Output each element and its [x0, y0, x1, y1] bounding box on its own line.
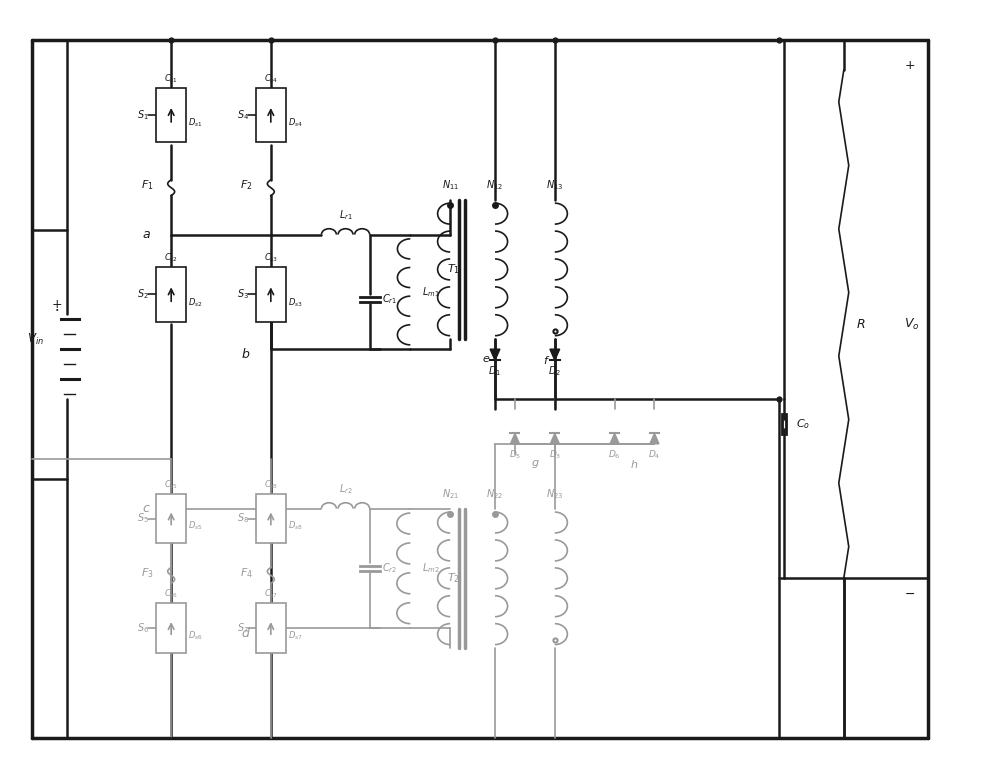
Text: $N_{13}$: $N_{13}$ [546, 178, 564, 192]
Text: $+$: $+$ [904, 58, 915, 72]
Text: $S_7$: $S_7$ [237, 621, 249, 635]
Text: $N_{12}$: $N_{12}$ [486, 178, 504, 192]
Text: $S_8$: $S_8$ [237, 512, 249, 526]
Text: $F_3$: $F_3$ [141, 566, 153, 580]
Text: $T_1$: $T_1$ [447, 263, 460, 277]
Text: $N_{23}$: $N_{23}$ [546, 487, 564, 501]
Text: $C_{s4}$: $C_{s4}$ [264, 72, 278, 85]
Text: $N_{21}$: $N_{21}$ [442, 487, 459, 501]
Polygon shape [510, 433, 519, 444]
Text: $S_4$: $S_4$ [237, 108, 249, 122]
Text: $C_{s1}$: $C_{s1}$ [164, 72, 178, 85]
Polygon shape [610, 433, 619, 444]
Text: $D_{s3}$: $D_{s3}$ [288, 296, 303, 308]
Text: $D_2$: $D_2$ [548, 364, 561, 378]
Text: $D_{s4}$: $D_{s4}$ [288, 117, 303, 129]
Text: $S_5$: $S_5$ [137, 512, 149, 526]
Text: $L_{m1}$: $L_{m1}$ [422, 285, 440, 299]
Polygon shape [650, 433, 659, 444]
Text: $D_{s7}$: $D_{s7}$ [288, 629, 303, 642]
Text: $F_1$: $F_1$ [141, 178, 153, 192]
Text: $V_o$: $V_o$ [904, 317, 919, 332]
Text: $D_{s6}$: $D_{s6}$ [188, 629, 203, 642]
Polygon shape [550, 349, 560, 361]
Text: $e$: $e$ [482, 354, 490, 364]
Text: $L_{m2}$: $L_{m2}$ [422, 562, 440, 575]
Text: $D_4$: $D_4$ [648, 449, 661, 461]
Bar [156, 267, 186, 322]
Text: $S_1$: $S_1$ [137, 108, 149, 122]
Text: $D_5$: $D_5$ [509, 449, 521, 461]
Text: $\bullet$: $\bullet$ [54, 306, 59, 312]
Text: $R$: $R$ [856, 318, 865, 331]
Text: $C_{r1}$: $C_{r1}$ [382, 292, 398, 306]
Bar [256, 267, 286, 322]
Bar [156, 494, 186, 544]
Text: $V_{in}$: $V_{in}$ [27, 332, 44, 347]
Text: $C_{s5}$: $C_{s5}$ [164, 478, 178, 491]
Text: $g$: $g$ [531, 458, 539, 470]
Bar [256, 603, 286, 653]
Polygon shape [490, 349, 500, 361]
Text: $D_{s1}$: $D_{s1}$ [188, 117, 203, 129]
Text: $N_{22}$: $N_{22}$ [486, 487, 504, 501]
Bar [156, 603, 186, 653]
Text: $d$: $d$ [241, 626, 251, 640]
Text: $c$: $c$ [142, 502, 151, 515]
Text: $D_3$: $D_3$ [549, 449, 561, 461]
Text: $S_2$: $S_2$ [137, 287, 149, 301]
Text: $-$: $-$ [904, 587, 915, 600]
Text: $S_3$: $S_3$ [237, 287, 249, 301]
Text: $h$: $h$ [630, 458, 639, 470]
Text: $a$: $a$ [142, 228, 151, 241]
Polygon shape [550, 433, 559, 444]
Text: $D_{s2}$: $D_{s2}$ [188, 296, 203, 308]
Text: $b$: $b$ [241, 347, 251, 361]
Text: $C_{s8}$: $C_{s8}$ [264, 478, 278, 491]
Text: $D_1$: $D_1$ [488, 364, 502, 378]
Bar [156, 87, 186, 143]
Text: $+$: $+$ [51, 298, 62, 311]
Text: $C_{s2}$: $C_{s2}$ [164, 252, 178, 264]
Text: $C_o$: $C_o$ [796, 417, 810, 431]
Text: $T_2$: $T_2$ [447, 572, 460, 585]
Text: $f$: $f$ [543, 354, 550, 366]
Text: $F_4$: $F_4$ [240, 566, 253, 580]
Text: $L_{r2}$: $L_{r2}$ [339, 482, 352, 495]
Text: $C_{s6}$: $C_{s6}$ [164, 587, 178, 601]
Text: $S_6$: $S_6$ [137, 621, 149, 635]
Bar [256, 494, 286, 544]
Text: $L_{r1}$: $L_{r1}$ [339, 208, 352, 221]
Text: $N_{11}$: $N_{11}$ [442, 178, 459, 192]
Bar [256, 87, 286, 143]
Text: $D_{s8}$: $D_{s8}$ [288, 520, 303, 532]
Text: $C_{r2}$: $C_{r2}$ [382, 562, 398, 575]
Text: $F_2$: $F_2$ [240, 178, 253, 192]
Text: $D_{s5}$: $D_{s5}$ [188, 520, 203, 532]
Text: $C_{s3}$: $C_{s3}$ [264, 252, 278, 264]
Text: $C_{s7}$: $C_{s7}$ [264, 587, 278, 601]
Text: $D_6$: $D_6$ [608, 449, 621, 461]
